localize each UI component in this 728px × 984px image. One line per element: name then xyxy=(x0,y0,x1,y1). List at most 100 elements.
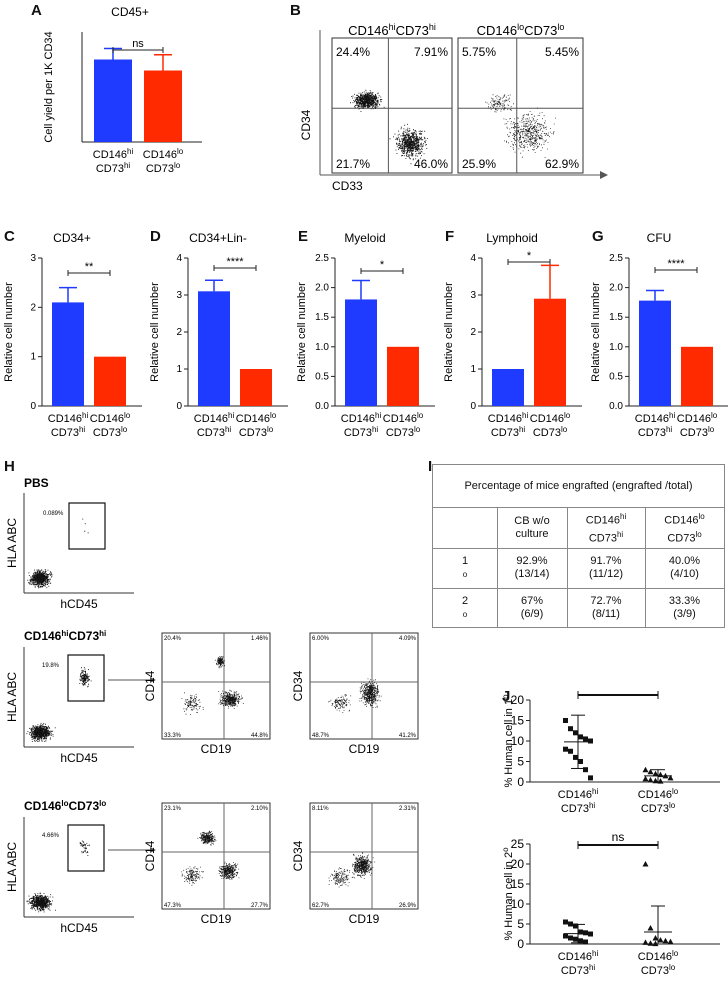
y-tick-label: 1.5 xyxy=(609,312,623,323)
data-point xyxy=(652,940,659,947)
hi-cd14-q-lr: 44.8% xyxy=(251,733,269,739)
y-tick-label: 1.5 xyxy=(315,312,329,323)
data-point xyxy=(657,937,664,943)
y-tick-label: 5 xyxy=(517,755,524,769)
lo-cd14-x-label: CD19 xyxy=(201,912,232,926)
y-tick-label: 0.0 xyxy=(609,401,623,412)
y-tick-label: 0 xyxy=(517,937,524,951)
chart-c: CD34+Relative cell number0123CD146hiCD73… xyxy=(3,231,142,439)
panel-label-f: F xyxy=(445,228,455,245)
significance-label: ns xyxy=(132,38,144,50)
hi-y-label: HLA ABC xyxy=(5,672,19,722)
data-point xyxy=(578,759,583,764)
category-label-1-line1: CD146lo xyxy=(143,147,184,161)
chart-title: Lymphoid xyxy=(486,231,538,245)
data-point xyxy=(652,770,659,777)
data-point xyxy=(563,746,568,752)
panel-label-c: C xyxy=(4,228,15,245)
event-cloud xyxy=(197,830,217,846)
category-label-0-line2: CD73hi xyxy=(638,425,673,439)
lo-cd34-frame xyxy=(309,802,419,910)
y-tick-label: 10 xyxy=(511,734,525,748)
quadrant-ul: 24.4% xyxy=(336,45,370,59)
hi-cd34-x-label: CD19 xyxy=(349,742,380,756)
category-label-1-line1: CD146lo xyxy=(638,787,679,801)
category-label-1-line2: CD73lo xyxy=(146,161,181,175)
data-point xyxy=(662,937,669,944)
category-label-0-line1: CD146hi xyxy=(558,949,599,963)
y-axis-label: CD34 xyxy=(299,109,313,140)
hi-cd34-q-ur: 4.09% xyxy=(399,636,417,642)
data-point xyxy=(563,919,568,925)
chart-title: CD34+ xyxy=(53,231,91,245)
y-tick-label: 2 xyxy=(30,302,36,313)
panel-h-flow: PBS hCD45 HLA ABC 0.089% CD146hiCD73hi hCD45 H… xyxy=(5,476,419,935)
significance-label: **** xyxy=(667,258,685,270)
data-point xyxy=(652,935,659,941)
y-tick-label: 1 xyxy=(30,352,36,363)
hi-cd34-frame xyxy=(309,632,419,740)
data-point xyxy=(568,921,573,927)
panel-label-g: G xyxy=(592,228,604,245)
significance-label: ns xyxy=(612,830,625,844)
category-label-1-line2: CD73lo xyxy=(533,425,568,439)
bar-hi xyxy=(639,300,671,406)
event-cloud xyxy=(359,678,382,708)
table-cell-0-2: 40.0% (4/10) xyxy=(668,555,701,580)
event-cloud xyxy=(352,852,376,879)
category-label-1-line2: CD73lo xyxy=(93,425,128,439)
table-title: Percentage of mice engrafted (engrafted … xyxy=(433,465,724,508)
data-point xyxy=(583,767,588,773)
category-label-0-line2: CD73hi xyxy=(344,425,379,439)
event-cloud xyxy=(389,123,428,165)
flow-title-0: CD146hiCD73hi xyxy=(348,22,436,38)
table-cell-1-2: 33.3% (3/9) xyxy=(668,595,701,620)
quadrant-ur: 7.91% xyxy=(414,45,448,59)
data-point xyxy=(583,736,588,742)
bar-hi xyxy=(198,291,230,406)
bar-lo xyxy=(94,356,126,406)
lo-cd14-q-ul: 23.1% xyxy=(164,806,182,812)
panel-label-a: A xyxy=(31,2,42,19)
data-point xyxy=(588,775,593,781)
event-cloud xyxy=(26,722,56,742)
chart-d: CD34+Lin- Relative cell number 0 1 2 3 4 CD146h… xyxy=(149,231,288,439)
y-tick-label: 0 xyxy=(470,401,476,412)
chart-title: CD34+Lin- xyxy=(189,231,247,245)
column-header-0: CB w/o culture xyxy=(514,515,550,540)
data-point xyxy=(563,718,568,723)
panel-b-flow: CD146hiCD73hi 24.4% 7.91% 21.7% 46.0% CD146lo… xyxy=(299,22,608,193)
y-tick-label: 15 xyxy=(511,877,525,891)
quadrant-ul: 5.75% xyxy=(462,45,496,59)
panel-label-d: D xyxy=(150,228,161,245)
event-cloud xyxy=(214,656,225,669)
event-cloud xyxy=(79,840,90,856)
table-cell-1-0: 67% (6/9) xyxy=(520,595,544,620)
hi-cd14-q-ul: 20.4% xyxy=(164,636,182,642)
y-axis-label: Cell yield per 1K CD34 xyxy=(43,31,55,142)
y-tick-label: 4 xyxy=(176,253,182,264)
bar-lo xyxy=(387,346,419,406)
data-point xyxy=(588,738,593,744)
y-tick-label: 10 xyxy=(511,897,525,911)
data-point xyxy=(573,730,578,736)
y-axis-label: Relative cell number xyxy=(443,282,455,382)
category-label-0-line1: CD146hi xyxy=(93,147,134,161)
engraftment-table: Percentage of mice engrafted (engrafted … xyxy=(432,464,725,628)
y-axis-label: % Human cell in 2o xyxy=(501,847,515,941)
data-point xyxy=(642,766,649,773)
table-cell-1-1: 72.7% (8/11) xyxy=(590,595,622,620)
y-axis-label: Relative cell number xyxy=(3,282,15,382)
significance-label: * xyxy=(527,250,532,262)
category-label-1-line1: CD146lo xyxy=(383,411,424,425)
data-point xyxy=(667,774,674,781)
data-point xyxy=(568,726,573,732)
chart-j1: % Human cell in 1o0 5 10 15 20 CD146hiCD73hi C… xyxy=(501,690,720,815)
event-cloud xyxy=(181,866,204,886)
data-point xyxy=(642,775,649,782)
category-label-1-line1: CD146lo xyxy=(236,411,277,425)
lo-y-label: HLA ABC xyxy=(5,842,19,892)
lo-cd34-q-ur: 2.31% xyxy=(399,806,417,812)
quadrant-lr: 46.0% xyxy=(414,157,448,171)
